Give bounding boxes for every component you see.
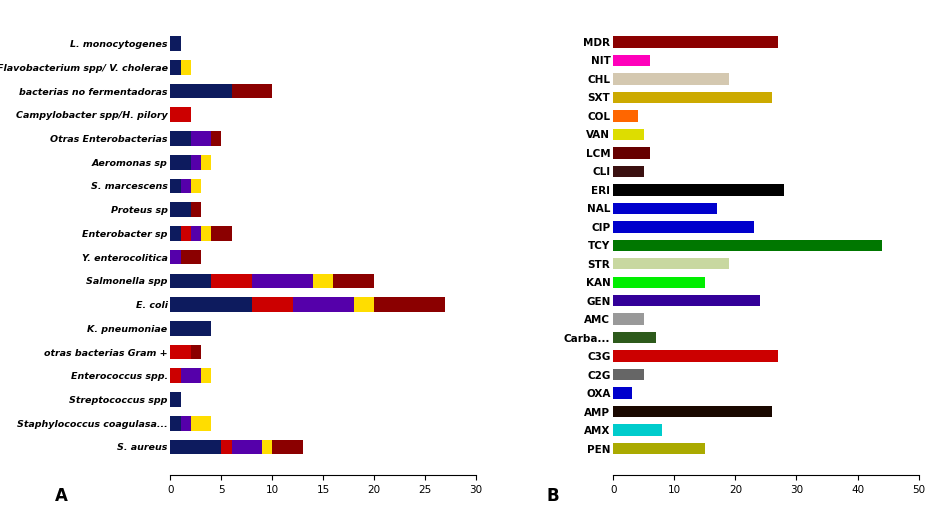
Bar [293,297,353,312]
Bar [170,155,190,170]
Bar [190,416,211,431]
Bar [201,368,211,383]
Bar [181,416,190,431]
Bar [170,273,211,288]
Bar [170,36,181,51]
Bar [614,202,717,214]
Bar [614,184,784,196]
Bar [181,179,190,193]
Bar [211,273,252,288]
Bar [614,276,705,288]
Bar [614,387,632,399]
Bar [170,250,181,265]
Bar [614,424,662,436]
Bar [252,273,313,288]
Bar [614,55,650,66]
Bar [262,439,272,454]
Bar [190,179,201,193]
Bar [201,226,211,241]
Bar [181,368,201,383]
Bar [614,91,772,103]
Bar [170,226,181,241]
Bar [614,313,644,325]
Bar [272,439,303,454]
Bar [353,297,374,312]
Bar [614,258,729,269]
Bar [211,131,222,146]
Bar [614,332,656,343]
Legend: AFRICA, NORTEAMERICA, EUROPA, LATINOAMERICA, ASIA: AFRICA, NORTEAMERICA, EUROPA, LATINOAMER… [700,159,792,221]
Bar [170,60,181,75]
Bar [614,36,778,48]
Bar [181,250,201,265]
Bar [170,107,190,122]
Bar [190,345,201,359]
Bar [614,221,754,233]
Bar [333,273,374,288]
Bar [181,60,190,75]
Text: B: B [546,486,559,504]
Bar [170,416,181,431]
Bar [252,297,293,312]
Bar [170,131,190,146]
Bar [614,166,644,177]
Bar [614,129,644,140]
Bar [614,406,772,417]
Bar [181,226,190,241]
Bar [231,84,272,99]
Bar [170,179,181,193]
Bar [190,226,201,241]
Bar [614,240,882,251]
Bar [374,297,445,312]
Bar [614,369,644,380]
Bar [201,155,211,170]
Bar [190,155,201,170]
Bar [170,297,252,312]
Bar [614,110,637,122]
Bar [170,321,211,336]
Bar [222,439,231,454]
Bar [190,202,201,217]
Bar [614,73,729,85]
Bar [211,226,231,241]
Bar [170,202,190,217]
Bar [614,351,778,362]
Bar [170,392,181,407]
Bar [614,443,705,454]
Bar [170,84,231,99]
Bar [190,131,211,146]
Bar [170,345,190,359]
Text: A: A [54,486,67,504]
Bar [313,273,333,288]
Bar [231,439,262,454]
Bar [170,368,181,383]
Bar [614,295,759,307]
Bar [614,147,650,158]
Bar [170,439,222,454]
